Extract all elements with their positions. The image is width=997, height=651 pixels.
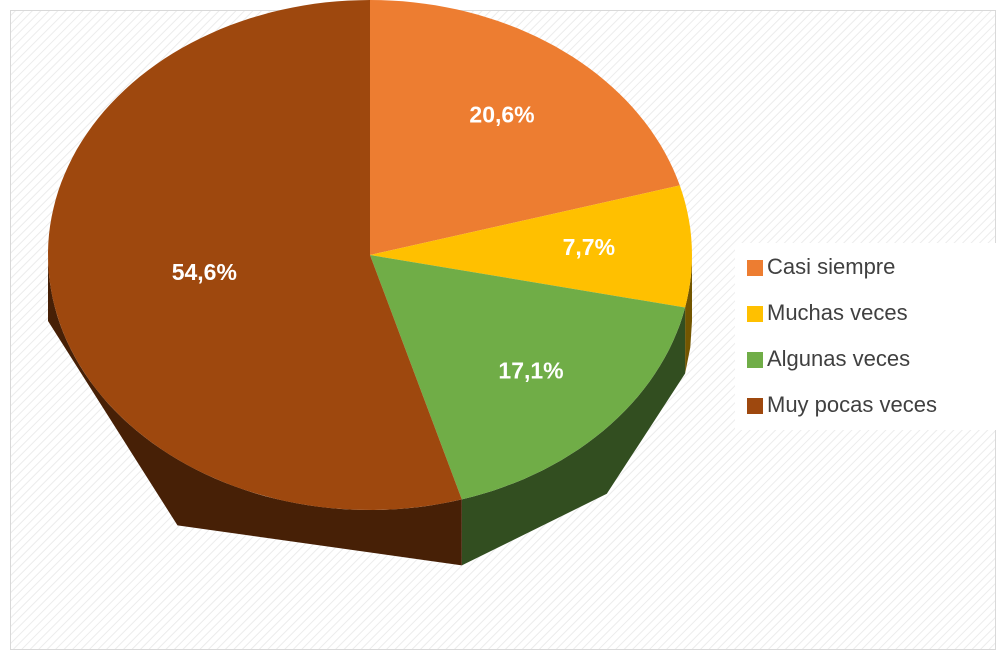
legend-label: Casi siempre (767, 254, 895, 279)
slice-side (461, 307, 686, 566)
legend-swatch (747, 352, 763, 368)
legend-swatch (747, 398, 763, 414)
data-label: 20,6% (469, 102, 534, 128)
legend-label: Algunas veces (767, 346, 910, 371)
slice (370, 0, 680, 255)
slice-side (685, 255, 692, 374)
slice (370, 255, 686, 500)
legend-label: Muchas veces (767, 300, 908, 325)
slice (370, 185, 692, 308)
legend-swatch (747, 306, 763, 322)
data-label: 17,1% (498, 358, 563, 384)
legend-label: Muy pocas veces (767, 392, 937, 417)
legend-swatch (747, 260, 763, 276)
legend-box (735, 243, 997, 430)
data-label: 7,7% (563, 234, 615, 260)
slice (48, 0, 462, 510)
data-label: 54,6% (172, 259, 237, 285)
slice-side (48, 255, 462, 566)
